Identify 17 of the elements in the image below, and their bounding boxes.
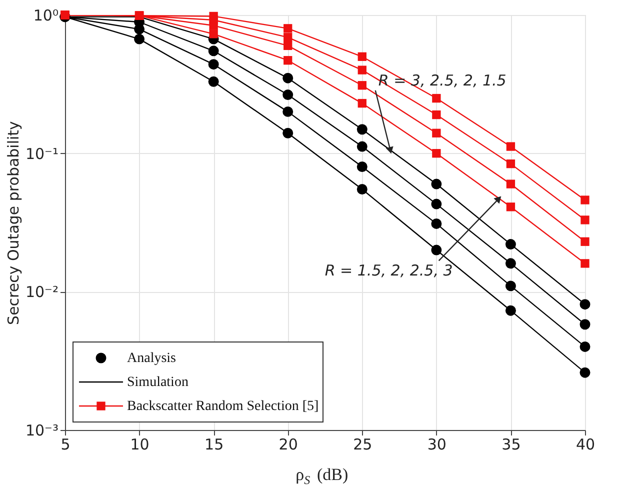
x-tick-label: 40: [576, 436, 596, 454]
legend-label: Simulation: [127, 375, 188, 390]
x-tick-label: 5: [60, 436, 70, 454]
x-tick-label: 10: [130, 436, 150, 454]
x-tick-label: 20: [278, 436, 298, 454]
x-tick-label: 15: [204, 436, 224, 454]
legend-label: Analysis: [127, 351, 176, 366]
y-tick-label: 10⁰: [33, 6, 58, 24]
x-tick-label: 30: [427, 436, 446, 454]
y-tick-label: 10⁻³: [25, 422, 58, 440]
y-axis-title: Secrecy Outage probability: [4, 120, 22, 325]
y-tick-label: 10⁻¹: [25, 144, 58, 163]
legend-label: Backscatter Random Selection [5]: [127, 399, 319, 414]
x-tick-label: 25: [353, 436, 372, 454]
x-tick-label: 35: [502, 436, 521, 454]
annotation: R = 1.5, 2, 2.5, 3: [324, 262, 453, 280]
y-tick-label: 10⁻²: [25, 283, 58, 302]
